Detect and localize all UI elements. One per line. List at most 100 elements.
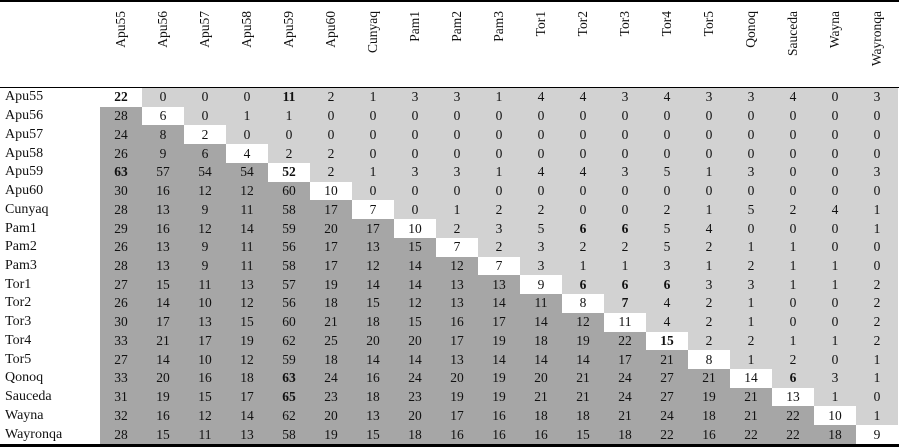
matrix-cell: 0 (730, 219, 772, 238)
matrix-cell: 30 (100, 312, 142, 332)
table-row: Tor1 27 15 11 13 57 19 14 14 13 13 9 6 6 6 3 3 1 1 2 (0, 275, 899, 295)
row-label: Tor4 (0, 331, 100, 351)
matrix-cell: 1 (730, 294, 772, 313)
matrix-cell: 18 (520, 406, 562, 426)
column-header-label: Sauceda (785, 11, 801, 56)
matrix-cell: 2 (268, 144, 310, 163)
matrix-cell: 0 (688, 144, 730, 163)
matrix-cell: 0 (604, 181, 646, 201)
column-header-label: Tor1 (533, 11, 549, 37)
column-header-label: Qonoq (743, 11, 759, 48)
matrix-cell: 4 (772, 88, 814, 107)
matrix-cell: 31 (100, 387, 142, 407)
matrix-cell: 3 (604, 88, 646, 107)
matrix-cell: 0 (772, 144, 814, 163)
matrix-cell: 27 (646, 387, 688, 407)
matrix-cell: 1 (352, 88, 394, 107)
matrix-cell: 2 (856, 312, 898, 332)
matrix-cell: 15 (394, 312, 436, 332)
matrix-cell: 20 (394, 406, 436, 426)
matrix-cell: 8 (688, 350, 730, 370)
matrix-cell: 15 (142, 275, 184, 295)
matrix-cell: 28 (100, 425, 142, 444)
matrix-cell: 10 (394, 219, 436, 238)
matrix-cell: 27 (100, 350, 142, 370)
matrix-cell: 16 (142, 406, 184, 426)
column-header-label: Tor3 (617, 11, 633, 37)
corner-cell (0, 2, 100, 87)
row-label: Wayronqa (0, 425, 100, 444)
matrix-cell: 60 (268, 312, 310, 332)
matrix-cell: 13 (142, 256, 184, 276)
matrix-cell: 18 (814, 425, 856, 444)
matrix-cell: 13 (226, 425, 268, 444)
matrix-cell: 2 (688, 294, 730, 313)
matrix-cell: 6 (604, 219, 646, 238)
matrix-cell: 17 (352, 219, 394, 238)
matrix-cell: 4 (226, 144, 268, 163)
matrix-cell: 3 (856, 88, 898, 107)
matrix-cell: 1 (814, 331, 856, 351)
matrix-cell: 12 (184, 181, 226, 201)
matrix-cell: 4 (562, 162, 604, 182)
matrix-cell: 15 (352, 294, 394, 313)
matrix-cell: 0 (562, 144, 604, 163)
matrix-cell: 0 (436, 106, 478, 126)
matrix-cell: 18 (604, 425, 646, 444)
matrix-cell: 21 (688, 369, 730, 388)
matrix-cell: 57 (142, 162, 184, 182)
matrix-cell: 1 (772, 256, 814, 276)
column-header-label: Cunyaq (365, 11, 381, 53)
matrix-cell: 1 (772, 275, 814, 295)
matrix-cell: 0 (730, 125, 772, 145)
row-label: Wayna (0, 406, 100, 426)
table-row: Pam1 29 16 12 14 59 20 17 10 2 3 5 6 6 5 4 0 0 0 1 (0, 219, 899, 238)
column-header: Apu59 (268, 2, 310, 87)
column-header-label: Apu55 (113, 11, 129, 48)
column-header-label: Apu58 (239, 11, 255, 48)
matrix-cell: 20 (352, 331, 394, 351)
column-header-label: Pam3 (491, 11, 507, 42)
matrix-cell: 20 (310, 406, 352, 426)
matrix-cell: 9 (184, 237, 226, 257)
matrix-cell: 3 (730, 275, 772, 295)
matrix-cell: 0 (646, 181, 688, 201)
matrix-cell: 0 (394, 106, 436, 126)
matrix-cell: 0 (268, 125, 310, 145)
matrix-cell: 14 (352, 275, 394, 295)
matrix-cell: 28 (100, 106, 142, 126)
matrix-cell: 33 (100, 369, 142, 388)
row-label: Apu60 (0, 181, 100, 201)
matrix-cell: 27 (100, 275, 142, 295)
column-header-label: Apu60 (323, 11, 339, 48)
matrix-cell: 0 (478, 144, 520, 163)
matrix-cell: 15 (142, 425, 184, 444)
matrix-cell: 18 (688, 406, 730, 426)
matrix-cell: 1 (688, 256, 730, 276)
matrix-cell: 16 (436, 312, 478, 332)
matrix-cell: 58 (268, 200, 310, 220)
row-label: Pam2 (0, 237, 100, 257)
matrix-cell: 0 (352, 144, 394, 163)
matrix-cell: 0 (646, 106, 688, 126)
matrix-cell: 7 (478, 256, 520, 276)
matrix-cell: 17 (310, 237, 352, 257)
matrix-cell: 22 (772, 425, 814, 444)
row-label: Sauceda (0, 387, 100, 407)
matrix-cell: 18 (394, 425, 436, 444)
matrix-cell: 3 (814, 369, 856, 388)
matrix-cell: 0 (772, 219, 814, 238)
matrix-cell: 0 (352, 125, 394, 145)
matrix-cell: 23 (310, 387, 352, 407)
matrix-cell: 16 (184, 369, 226, 388)
matrix-cell: 17 (436, 331, 478, 351)
matrix-cell: 0 (478, 181, 520, 201)
matrix-cell: 19 (310, 425, 352, 444)
matrix-cell: 1 (772, 331, 814, 351)
matrix-cell: 13 (478, 275, 520, 295)
table-row: Apu56 28 6 0 1 1 0 0 0 0 0 0 0 0 0 0 0 0 0 0 (0, 106, 899, 126)
matrix-cell: 1 (856, 406, 898, 426)
matrix-cell: 0 (856, 181, 898, 201)
column-header: Sauceda (772, 2, 814, 87)
matrix-cell: 18 (562, 406, 604, 426)
